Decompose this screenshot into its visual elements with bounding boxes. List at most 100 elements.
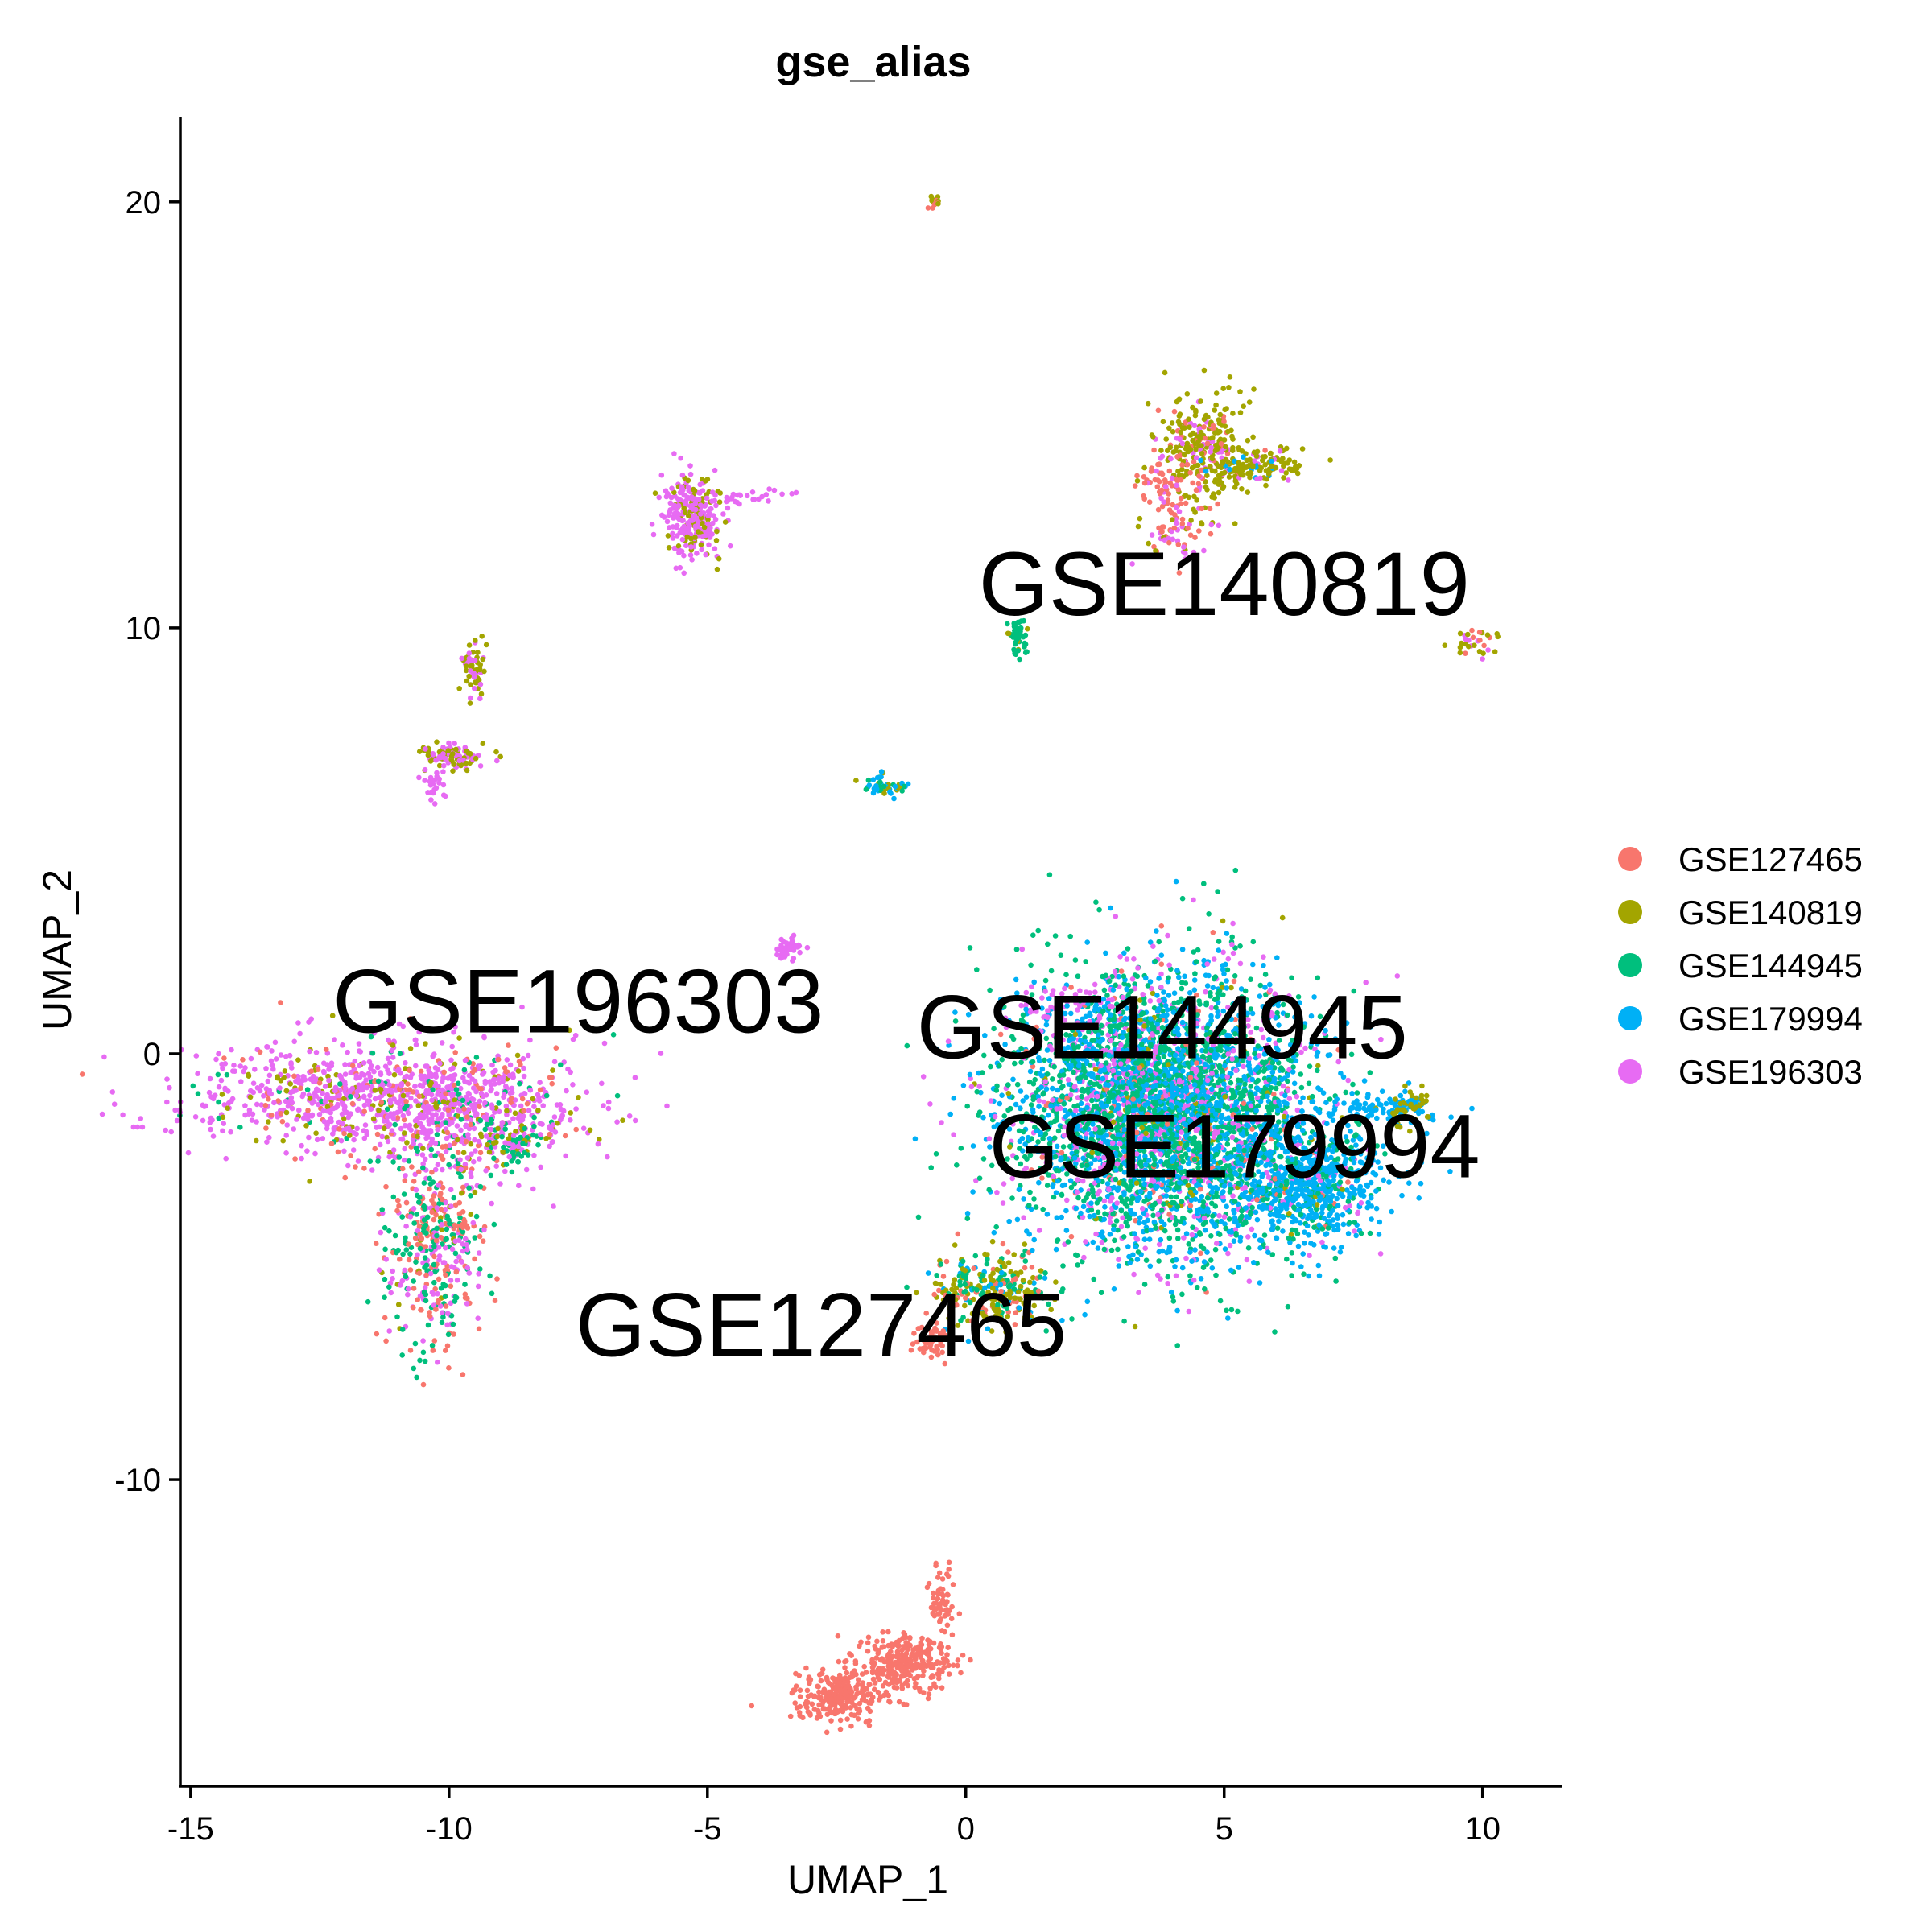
data-point bbox=[440, 1099, 447, 1104]
data-point bbox=[1061, 1133, 1067, 1138]
data-point bbox=[402, 1122, 408, 1129]
data-point bbox=[379, 1133, 386, 1140]
data-point bbox=[332, 1088, 338, 1094]
data-point bbox=[460, 1097, 466, 1104]
data-point bbox=[341, 1148, 347, 1154]
data-point bbox=[483, 1167, 489, 1174]
data-point bbox=[79, 1071, 85, 1077]
data-point bbox=[375, 1078, 382, 1084]
data-point bbox=[1084, 939, 1090, 945]
data-point bbox=[1099, 1239, 1105, 1245]
data-point bbox=[531, 1152, 537, 1158]
data-point bbox=[1220, 949, 1226, 956]
data-point bbox=[434, 1232, 440, 1239]
data-point bbox=[425, 1088, 431, 1095]
data-point bbox=[1031, 1236, 1037, 1243]
data-point bbox=[1214, 1241, 1220, 1246]
data-point bbox=[551, 1059, 558, 1065]
data-point bbox=[349, 1063, 356, 1069]
data-point bbox=[320, 1136, 326, 1141]
data-point bbox=[1232, 867, 1239, 873]
data-point bbox=[1293, 1022, 1298, 1029]
data-point bbox=[357, 1074, 363, 1080]
data-point bbox=[452, 1024, 458, 1030]
data-point bbox=[254, 1119, 259, 1125]
data-point bbox=[406, 1257, 412, 1263]
data-point bbox=[109, 1089, 116, 1095]
data-point bbox=[1126, 1253, 1132, 1260]
data-point bbox=[468, 1170, 474, 1176]
data-point bbox=[321, 1070, 327, 1075]
data-point bbox=[436, 1298, 441, 1304]
data-point bbox=[432, 1065, 439, 1071]
data-point bbox=[473, 1148, 478, 1154]
data-point bbox=[262, 1102, 269, 1108]
data-point bbox=[438, 1285, 444, 1291]
data-point bbox=[369, 1050, 376, 1056]
data-point bbox=[396, 1302, 402, 1307]
data-point bbox=[433, 1307, 439, 1312]
data-point bbox=[342, 1071, 349, 1077]
data-point bbox=[1245, 1245, 1252, 1251]
data-point bbox=[1101, 1004, 1108, 1009]
data-point bbox=[452, 1250, 459, 1257]
data-point bbox=[289, 1105, 295, 1112]
data-point bbox=[967, 945, 973, 951]
data-point bbox=[1162, 1221, 1167, 1228]
data-point bbox=[487, 1273, 493, 1279]
data-point bbox=[356, 1082, 362, 1088]
data-point bbox=[515, 1068, 522, 1074]
data-point bbox=[390, 1159, 396, 1165]
data-point bbox=[174, 1117, 180, 1124]
data-point bbox=[411, 1141, 416, 1146]
data-point bbox=[164, 1076, 170, 1082]
data-point bbox=[1212, 1246, 1219, 1253]
data-point bbox=[283, 1088, 290, 1094]
data-point bbox=[382, 1246, 388, 1253]
data-point bbox=[444, 1343, 451, 1349]
data-point bbox=[477, 1131, 484, 1137]
data-point bbox=[242, 1065, 248, 1071]
data-point bbox=[299, 1155, 304, 1162]
data-point bbox=[386, 1154, 393, 1160]
data-point bbox=[1261, 963, 1266, 968]
data-point bbox=[559, 1113, 565, 1118]
data-point bbox=[476, 1271, 481, 1277]
data-point bbox=[455, 1113, 461, 1119]
data-point bbox=[423, 1041, 428, 1046]
data-point bbox=[341, 1116, 347, 1121]
data-point bbox=[1195, 947, 1201, 953]
data-point bbox=[440, 1314, 446, 1320]
data-point bbox=[221, 1102, 228, 1108]
data-point bbox=[284, 1122, 291, 1128]
data-point bbox=[420, 1349, 427, 1356]
data-point bbox=[455, 1161, 461, 1166]
data-point bbox=[266, 1096, 271, 1102]
data-point bbox=[472, 1235, 478, 1241]
data-point bbox=[453, 1258, 459, 1265]
data-point bbox=[1030, 1063, 1036, 1070]
data-point bbox=[500, 1075, 506, 1081]
data-point bbox=[200, 1117, 206, 1124]
data-point bbox=[530, 1096, 536, 1102]
data-point bbox=[308, 1016, 315, 1022]
data-point bbox=[443, 1143, 449, 1150]
data-point bbox=[494, 1276, 500, 1282]
data-point bbox=[1121, 1318, 1127, 1324]
data-point bbox=[1141, 1236, 1148, 1242]
data-point bbox=[464, 1301, 470, 1307]
data-point bbox=[489, 1062, 495, 1068]
data-point bbox=[111, 1101, 118, 1107]
data-point bbox=[452, 1133, 457, 1139]
data-point bbox=[312, 1150, 318, 1157]
data-point bbox=[1044, 1212, 1051, 1217]
data-point bbox=[562, 1133, 568, 1139]
data-point bbox=[1080, 1203, 1087, 1210]
data-point bbox=[444, 1135, 450, 1141]
data-point bbox=[390, 1276, 395, 1282]
data-point bbox=[207, 1075, 213, 1082]
data-point bbox=[457, 1085, 464, 1092]
data-point bbox=[488, 1120, 494, 1126]
data-point bbox=[470, 1096, 477, 1103]
data-point bbox=[515, 1143, 522, 1150]
